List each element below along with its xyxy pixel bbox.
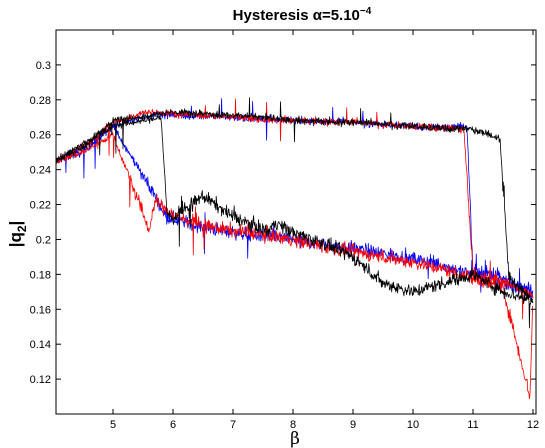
series-layer bbox=[55, 97, 534, 400]
chart-title-exponent: −4 bbox=[360, 6, 372, 17]
y-tick-label: 0.14 bbox=[30, 339, 51, 351]
ticks-layer: 5 6 7 8 9 10 11 12 0.12 0.14 0.16 0.18 0.2 0.22 0.24 0.… bbox=[30, 30, 539, 431]
plot-frame bbox=[55, 29, 537, 415]
y-tick-label: 0.3 bbox=[36, 60, 51, 72]
y-tick-label: 0.26 bbox=[30, 130, 51, 142]
x-tick-label: 10 bbox=[407, 419, 419, 431]
x-tick-label: 11 bbox=[467, 419, 478, 431]
x-axis-label: β bbox=[290, 429, 300, 448]
x-tick-label: 6 bbox=[170, 419, 176, 431]
y-axis-label-subscript: 2 bbox=[15, 225, 29, 232]
x-tick-label: 12 bbox=[527, 419, 539, 431]
y-tick-label: 0.18 bbox=[30, 269, 51, 281]
y-tick-label: 0.12 bbox=[30, 374, 51, 386]
series-3-backward-line bbox=[56, 97, 534, 304]
x-tick-label: 9 bbox=[350, 419, 356, 431]
y-tick-label: 0.24 bbox=[30, 165, 51, 177]
series-3-forward-line bbox=[55, 115, 533, 329]
x-tick-label: 7 bbox=[230, 419, 236, 431]
y-axis-label: |q2| bbox=[6, 221, 29, 248]
chart-title-base: Hysteresis α=5.10 bbox=[233, 7, 360, 24]
chart-title: Hysteresis α=5.10−4 bbox=[233, 6, 372, 24]
x-tick-label: 5 bbox=[110, 419, 116, 431]
y-axis-label-end: | bbox=[6, 221, 25, 226]
x-tick-label: 8 bbox=[290, 419, 296, 431]
y-tick-label: 0.22 bbox=[30, 200, 51, 212]
y-tick-label: 0.16 bbox=[30, 304, 51, 316]
y-tick-label: 0.2 bbox=[36, 234, 51, 246]
y-axis-label-base: |q bbox=[6, 232, 25, 247]
series-2-forward-line bbox=[55, 131, 533, 400]
y-tick-label: 0.28 bbox=[30, 95, 51, 107]
